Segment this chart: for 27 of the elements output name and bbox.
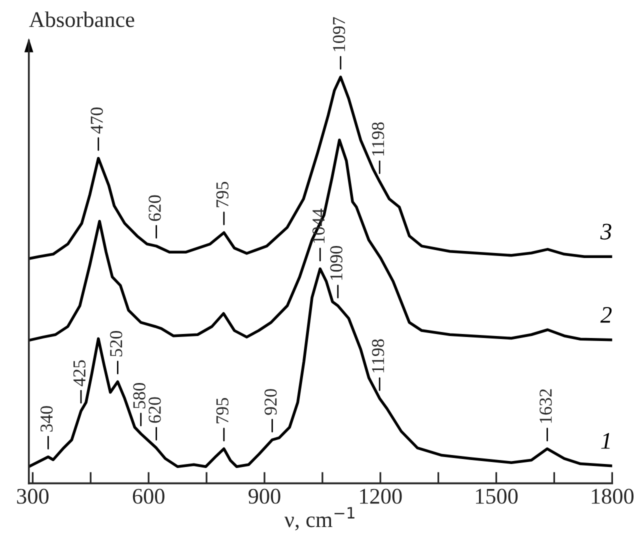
annotation: 1097 <box>332 17 346 52</box>
x-tick-label: 300 <box>17 488 49 504</box>
annotation: 795 <box>216 398 228 424</box>
y-axis-title: Absorbance <box>29 11 134 28</box>
legend-label: 1 <box>601 433 610 449</box>
annotation: 340 <box>40 406 53 432</box>
annotation: 620 <box>148 195 161 221</box>
annotation: 1198 <box>372 122 384 156</box>
annotation: 425 <box>73 360 86 386</box>
x-tick-label: 1500 <box>476 488 518 504</box>
annotation: 520 <box>110 330 122 356</box>
annotation: 470 <box>90 108 103 134</box>
annotation: 620 <box>148 397 161 423</box>
annotation: 795 <box>216 182 228 208</box>
series-label: 2 <box>600 307 612 323</box>
annotation: 1090 <box>330 246 342 280</box>
annotation: 920 <box>264 389 277 415</box>
x-tick-label: 900 <box>248 488 280 504</box>
x-tick-label: 1800 <box>592 488 634 504</box>
annotation: 1044 <box>312 208 325 243</box>
x-tick-label: 600 <box>132 488 164 504</box>
x-tick-label: 1200 <box>360 488 402 504</box>
annotation: 580 <box>133 382 146 408</box>
x-axis-title: ν, cm$^{−1}$ <box>284 507 354 530</box>
annotation: 1632 <box>540 389 552 423</box>
series-label: 3 <box>600 224 612 240</box>
annotation: 1198 <box>372 339 384 372</box>
